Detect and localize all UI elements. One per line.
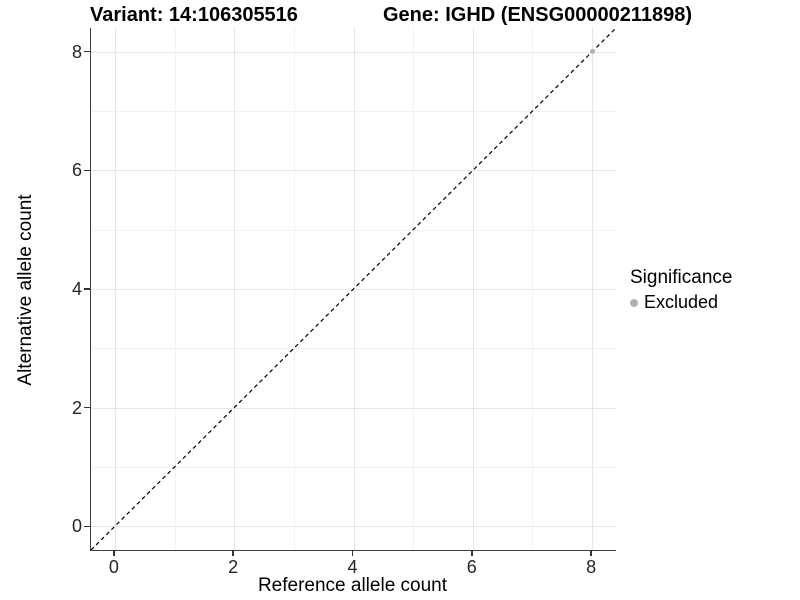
y-tick-mark — [84, 50, 90, 53]
y-tick-label: 4 — [71, 279, 82, 299]
y-tick-label: 8 — [71, 41, 82, 62]
y-tick-label: 0 — [71, 516, 82, 537]
y-tick-label: 2 — [71, 397, 82, 418]
legend-items: Excluded — [630, 292, 732, 313]
plot-title-variant: Variant: 14:106305516 — [90, 4, 298, 26]
y-axis-title: Alternative allele count — [15, 194, 36, 386]
x-axis-title: Reference allele count — [257, 575, 448, 596]
x-tick-label: 8 — [586, 557, 597, 577]
x-tick-mark — [232, 550, 234, 556]
legend-item: Excluded — [630, 292, 732, 313]
x-tick-mark — [351, 550, 354, 556]
y-tick-mark — [84, 169, 90, 172]
plot-title-gene: Gene: IGHD (ENSG00000211898) — [383, 4, 693, 26]
x-tick-mark — [471, 550, 473, 556]
x-tick-mark — [113, 550, 115, 556]
gridline-y-major — [91, 526, 616, 528]
gridline-y-major — [91, 170, 616, 172]
x-tick-mark — [590, 550, 592, 556]
y-tick-mark — [84, 525, 90, 528]
gridline-y-major — [91, 407, 616, 409]
x-tick-label: 6 — [466, 557, 477, 577]
legend-dot — [630, 298, 638, 307]
x-tick-label: 4 — [347, 557, 358, 577]
legend-title: Significance — [630, 267, 733, 288]
plot-panel — [90, 28, 616, 551]
y-tick-mark — [84, 406, 90, 409]
legend: Significance Excluded — [630, 267, 732, 313]
gridline-y-major — [91, 51, 616, 53]
y-tick-mark — [84, 288, 90, 290]
data-point — [589, 49, 595, 55]
gridline-y-major — [91, 289, 616, 290]
x-tick-label: 0 — [108, 557, 119, 577]
y-tick-label: 6 — [71, 160, 82, 181]
legend-item-label: Excluded — [644, 292, 719, 312]
x-tick-label: 2 — [228, 557, 239, 577]
